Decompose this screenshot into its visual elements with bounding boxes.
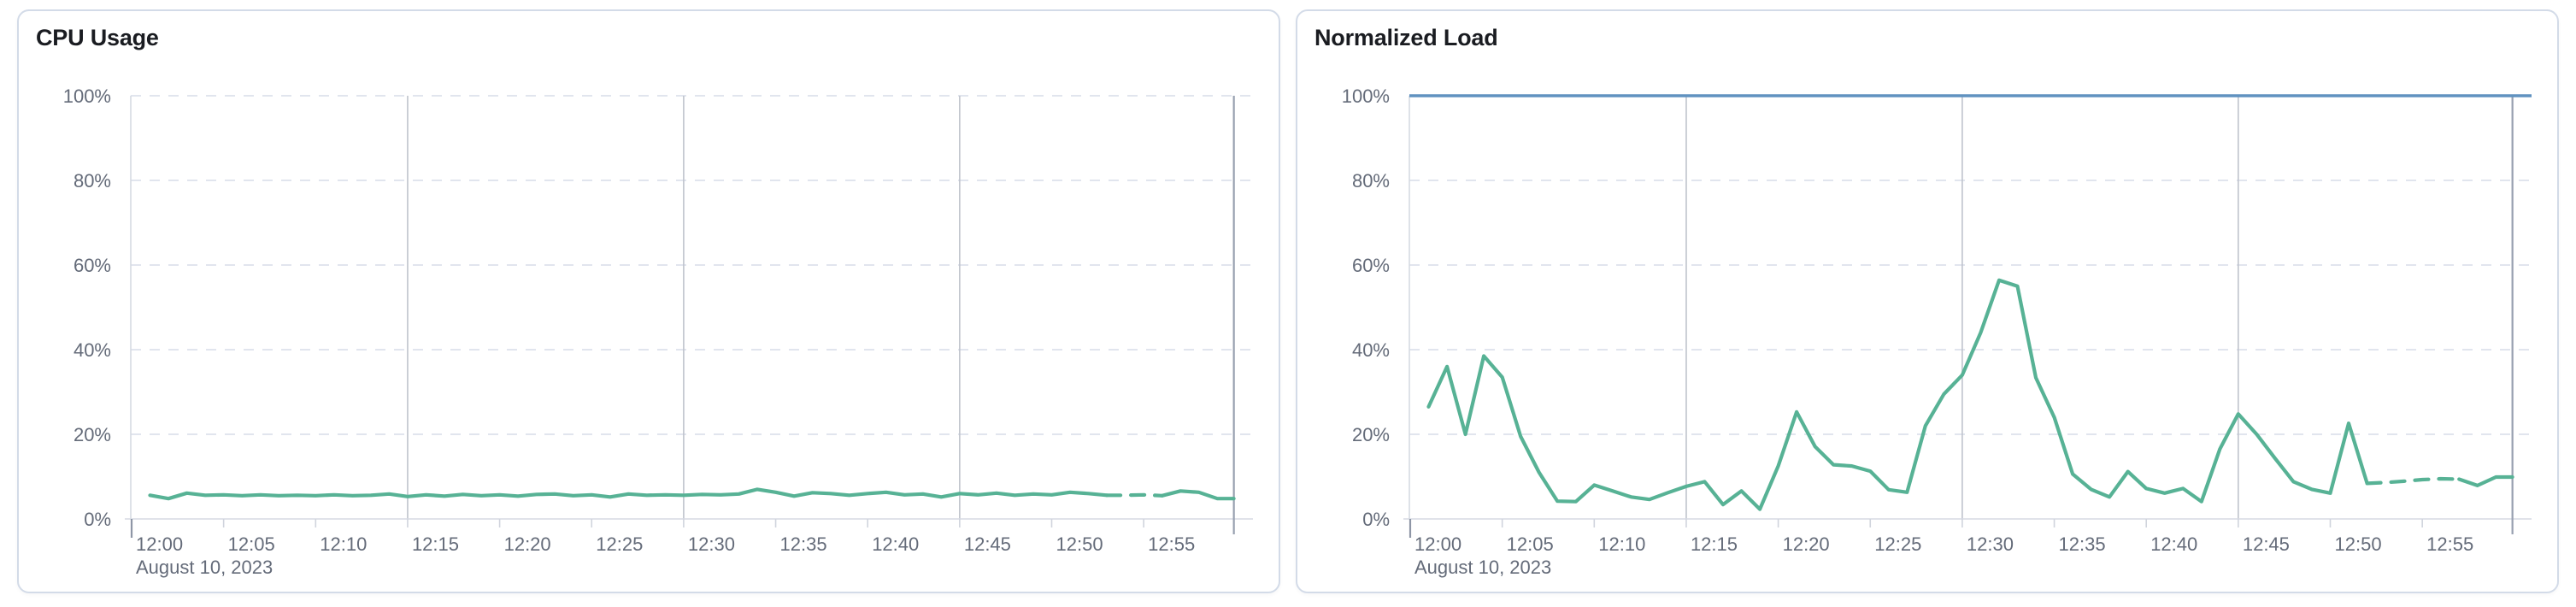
cpu-usage-chart-canvas[interactable]: 12:00 12:05 12:10 12:15 12:20 12:25 12:30 12:35… <box>19 11 1280 593</box>
y-gridlines <box>131 95 1253 435</box>
date-label: August 10, 2023 <box>1414 557 1551 578</box>
x-tick-label: 12:00 <box>136 533 183 555</box>
x-tick-label: 12:30 <box>688 533 735 555</box>
x-tick-label: 12:55 <box>2426 533 2473 555</box>
panel-title-normalized-load: Normalized Load <box>1314 25 1498 50</box>
x-tick-label: 12:30 <box>1967 533 2014 555</box>
x-tick-label: 12:45 <box>964 533 1011 555</box>
normalized-load-line-solid-tail <box>2457 474 2514 487</box>
x-tick-label: 12:25 <box>1874 533 1921 555</box>
x-tick-label: 12:10 <box>1598 533 1645 555</box>
y-tick-label: 80% <box>74 170 111 192</box>
y-tick-label: 100% <box>1342 85 1390 107</box>
x-tick-label: 12:20 <box>504 533 551 555</box>
y-tick-label: 20% <box>74 424 111 445</box>
y-axis-labels: 0% 20% 40% 60% 80% 100% <box>63 85 111 530</box>
y-tick-label: 80% <box>1352 170 1390 192</box>
x-tick-label: 12:05 <box>1507 533 1554 555</box>
x-tick-marks <box>130 519 1144 538</box>
x-tick-label: 12:55 <box>1148 533 1195 555</box>
x-tick-label: 12:35 <box>2059 533 2106 555</box>
x-tick-label: 12:35 <box>780 533 827 555</box>
x-tick-label: 12:25 <box>596 533 643 555</box>
x-tick-label: 12:50 <box>1056 533 1103 555</box>
y-tick-label: 60% <box>74 255 111 276</box>
y-tick-label: 40% <box>74 339 111 361</box>
x-tick-marks <box>1409 519 2423 538</box>
x-tick-label: 12:00 <box>1414 533 1461 555</box>
y-gridlines <box>1409 95 2532 435</box>
x-axis-labels: 12:00 12:05 12:10 12:15 12:20 12:25 12:30 12:35… <box>136 533 1195 578</box>
x-tick-label: 12:40 <box>872 533 919 555</box>
y-axis-labels: 0% 20% 40% 60% 80% 100% <box>1342 85 1390 530</box>
date-label: August 10, 2023 <box>136 557 273 578</box>
normalized-load-panel: Normalized Load 12:00 12:05 12:10 12:15 12:2… <box>1296 9 2559 593</box>
x-axis-labels: 12:00 12:05 12:10 12:15 12:20 12:25 12:30 12:35… <box>1414 533 2473 578</box>
y-tick-label: 0% <box>1362 509 1390 530</box>
x-tick-label: 12:40 <box>2150 533 2197 555</box>
y-tick-label: 100% <box>63 85 111 107</box>
normalized-load-chart-canvas[interactable]: 12:00 12:05 12:10 12:15 12:20 12:25 12:30 12:35… <box>1297 11 2559 593</box>
x-tick-label: 12:50 <box>2335 533 2382 555</box>
cpu-usage-line-solid-tail <box>1160 489 1236 501</box>
x-tick-label: 12:45 <box>2243 533 2290 555</box>
panel-title-cpu-usage: CPU Usage <box>36 25 159 50</box>
x-tick-label: 12:10 <box>320 533 367 555</box>
x-tick-label: 12:15 <box>412 533 459 555</box>
cpu-usage-line-dashed <box>1105 492 1164 498</box>
x-gridlines <box>407 96 961 519</box>
x-gridlines <box>1685 96 2239 519</box>
normalized-load-line-dashed <box>2365 476 2461 486</box>
cpu-usage-line-solid <box>148 487 1109 501</box>
normalized-load-line-solid <box>1426 278 2369 511</box>
x-tick-label: 12:05 <box>228 533 275 555</box>
x-tick-label: 12:20 <box>1783 533 1830 555</box>
cpu-usage-panel: CPU Usage 12:00 12:05 12:10 12:15 12:20 12:25… <box>17 9 1280 593</box>
y-tick-label: 60% <box>1352 255 1390 276</box>
y-tick-label: 0% <box>84 509 111 530</box>
x-tick-label: 12:15 <box>1691 533 1738 555</box>
y-tick-label: 40% <box>1352 339 1390 361</box>
y-tick-label: 20% <box>1352 424 1390 445</box>
